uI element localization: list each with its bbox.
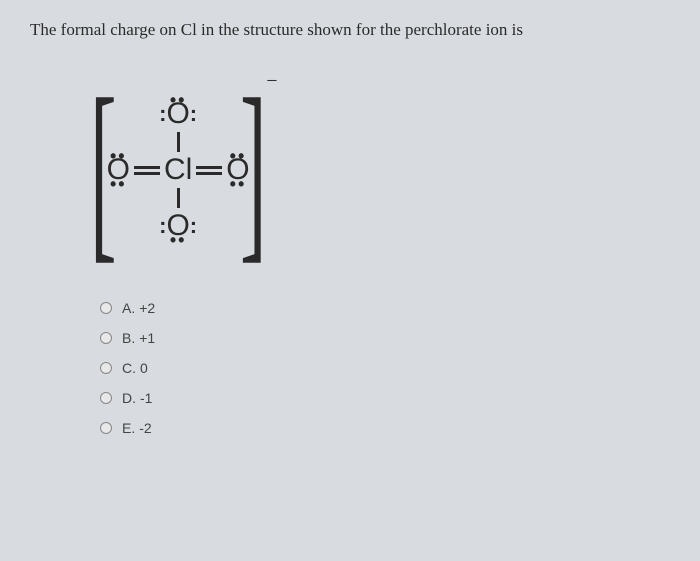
ion-charge: − bbox=[266, 70, 277, 93]
option-e[interactable]: E. -2 bbox=[100, 420, 670, 436]
option-letter: C. bbox=[122, 360, 136, 376]
option-value: -2 bbox=[139, 420, 151, 436]
lone-pair-dots: •• bbox=[110, 175, 127, 193]
single-bond bbox=[177, 132, 180, 152]
option-value: -1 bbox=[140, 390, 152, 406]
lewis-structure: [ : •• O : •• O •• Cl bbox=[70, 70, 670, 270]
molecule: : •• O : •• O •• Cl bbox=[107, 70, 250, 270]
radio-icon bbox=[100, 332, 112, 344]
lone-pair-dots: : bbox=[190, 215, 197, 237]
option-d[interactable]: D. -1 bbox=[100, 390, 670, 406]
lone-pair-dots: : bbox=[159, 215, 166, 237]
option-letter: E. bbox=[122, 420, 135, 436]
option-c[interactable]: C. 0 bbox=[100, 360, 670, 376]
radio-icon bbox=[100, 302, 112, 314]
option-a[interactable]: A. +2 bbox=[100, 300, 670, 316]
double-bond bbox=[134, 166, 160, 175]
chlorine-atom: Cl bbox=[164, 155, 192, 185]
option-b[interactable]: B. +1 bbox=[100, 330, 670, 346]
radio-icon bbox=[100, 422, 112, 434]
top-oxygen: : •• O : bbox=[159, 99, 197, 129]
bottom-oxygen: : O •• : bbox=[159, 211, 197, 241]
answer-options: A. +2 B. +1 C. 0 D. -1 E. -2 bbox=[100, 300, 670, 436]
single-bond bbox=[177, 188, 180, 208]
option-letter: D. bbox=[122, 390, 136, 406]
left-oxygen: •• O •• bbox=[107, 155, 130, 185]
radio-icon bbox=[100, 362, 112, 374]
option-value: 0 bbox=[140, 360, 148, 376]
option-letter: B. bbox=[122, 330, 135, 346]
double-bond bbox=[196, 166, 222, 175]
question-text: The formal charge on Cl in the structure… bbox=[30, 20, 670, 40]
option-letter: A. bbox=[122, 300, 135, 316]
lone-pair-dots: : bbox=[159, 103, 166, 125]
radio-icon bbox=[100, 392, 112, 404]
lone-pair-dots: •• bbox=[170, 91, 187, 109]
option-value: +1 bbox=[139, 330, 155, 346]
bracket-right: ] bbox=[240, 70, 267, 270]
lone-pair-dots: : bbox=[190, 103, 197, 125]
lone-pair-dots: •• bbox=[170, 231, 187, 249]
lone-pair-dots: •• bbox=[110, 147, 127, 165]
option-value: +2 bbox=[139, 300, 155, 316]
middle-row: •• O •• Cl •• O •• bbox=[107, 155, 250, 185]
